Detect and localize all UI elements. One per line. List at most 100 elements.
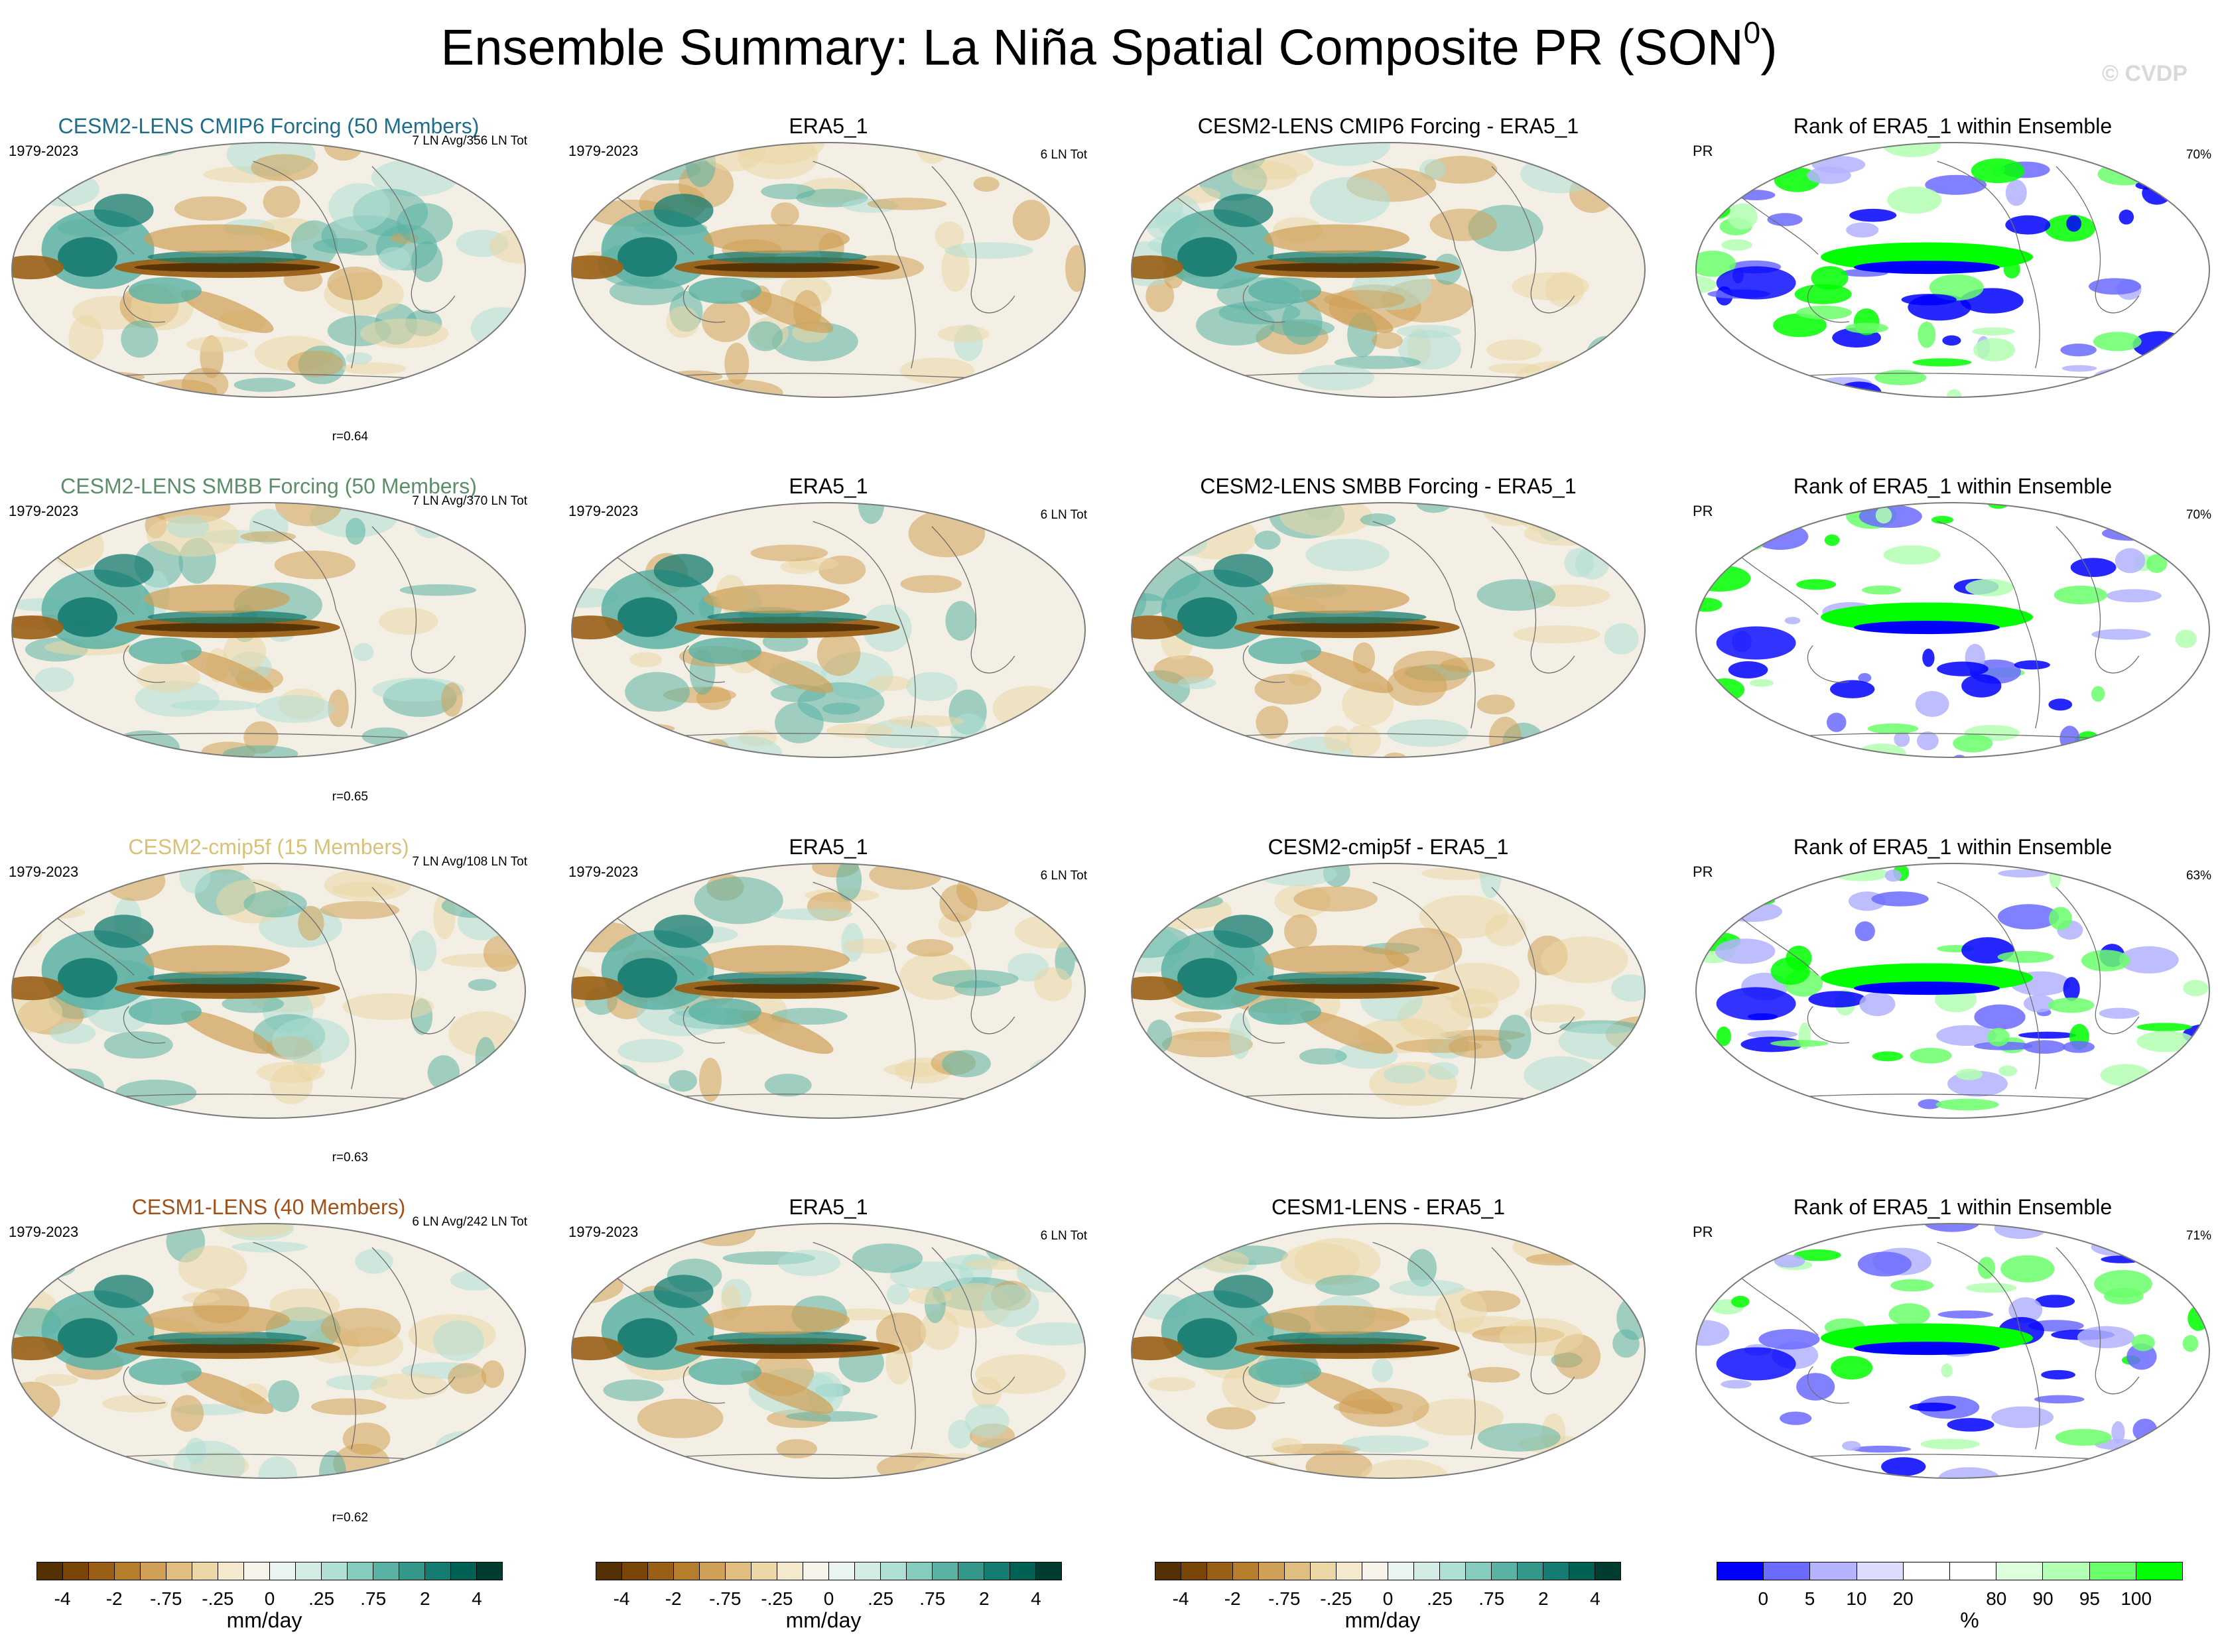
model-panel-title: CESM2-cmip5f (15 Members)	[128, 835, 409, 859]
obs-period-label: 1979-2023	[568, 1224, 639, 1240]
colorbar-swatch	[1466, 1562, 1492, 1580]
colorbar-swatch	[141, 1562, 166, 1580]
colorbar-swatch	[984, 1562, 1010, 1580]
rank-panel-title: Rank of ERA5_1 within Ensemble	[1793, 835, 2113, 859]
colorbar-swatch	[1207, 1562, 1233, 1580]
colorbar-swatch	[700, 1562, 726, 1580]
colorbar-swatch	[451, 1562, 477, 1580]
colorbar-tick-label: .75	[919, 1588, 946, 1609]
colorbar-swatch	[1337, 1562, 1362, 1580]
obs-period-label: 1979-2023	[568, 863, 639, 880]
colorbar-swatch	[674, 1562, 700, 1580]
colorbar-swatch	[348, 1562, 373, 1580]
obs-info-label: 6 LN Tot	[1040, 508, 1087, 522]
pattern-correlation-label: r=0.62	[332, 1511, 368, 1525]
colorbar-swatch	[399, 1562, 425, 1580]
rank-var-label: PR	[1693, 1224, 1713, 1240]
colorbar-swatch	[1233, 1562, 1259, 1580]
rank-pct-label: 70%	[2185, 148, 2211, 162]
obs-panel-title: ERA5_1	[789, 1195, 868, 1219]
colorbar-tick-label: 2	[1538, 1588, 1549, 1609]
obs-info-label: 6 LN Tot	[1040, 148, 1087, 162]
obs-period-label: 1979-2023	[568, 143, 639, 159]
colorbar-tick-label: 2	[420, 1588, 430, 1609]
model-period-label: 1979-2023	[9, 863, 79, 880]
colorbar-pr	[1155, 1562, 1621, 1580]
colorbar-tick-label: -4	[54, 1588, 71, 1609]
colorbar-pr	[596, 1562, 1062, 1580]
cvdp-watermark: © CVDP	[2102, 61, 2187, 86]
model-panel-title: CESM1-LENS (40 Members)	[131, 1195, 406, 1219]
diff-map	[1131, 142, 1646, 398]
model-info-label: 7 LN Avg/108 LN Tot	[412, 855, 527, 869]
colorbar-swatch	[1857, 1562, 1904, 1580]
obs-panel-title: ERA5_1	[789, 474, 868, 498]
colorbar-tick-label: -.75	[709, 1588, 742, 1609]
colorbar-swatch	[596, 1562, 622, 1580]
obs-map	[571, 502, 1086, 758]
colorbar-swatch	[1440, 1562, 1466, 1580]
colorbar-swatch	[777, 1562, 803, 1580]
model-period-label: 1979-2023	[9, 1224, 79, 1240]
rank-map	[1695, 1223, 2210, 1479]
rank-pct-label: 71%	[2185, 1229, 2211, 1243]
colorbar-swatch	[1903, 1562, 1951, 1580]
rank-pct-label: 70%	[2185, 508, 2211, 522]
colorbar-swatch	[751, 1562, 777, 1580]
obs-panel-title: ERA5_1	[789, 835, 868, 859]
diff-map	[1131, 502, 1646, 758]
colorbar-units-label: %	[1960, 1608, 1979, 1632]
model-info-label: 7 LN Avg/356 LN Tot	[412, 134, 527, 148]
colorbar-swatch	[1996, 1562, 2044, 1580]
rank-map	[1695, 142, 2210, 398]
model-panel-title: CESM2-LENS SMBB Forcing (50 Members)	[60, 474, 477, 498]
rank-panel-title: Rank of ERA5_1 within Ensemble	[1793, 474, 2113, 498]
colorbar-swatch	[1492, 1562, 1518, 1580]
colorbar-swatch	[2136, 1562, 2183, 1580]
colorbar-swatch	[1285, 1562, 1311, 1580]
colorbar-swatch	[907, 1562, 933, 1580]
colorbar-swatch	[1259, 1562, 1285, 1580]
model-info-label: 7 LN Avg/370 LN Tot	[412, 494, 527, 508]
colorbar-swatch	[477, 1562, 502, 1580]
colorbar-units-label: mm/day	[785, 1608, 862, 1632]
colorbar-tick-label: .75	[1478, 1588, 1505, 1609]
colorbar-swatch	[1518, 1562, 1543, 1580]
colorbar-swatch	[1155, 1562, 1181, 1580]
colorbar-swatch	[1595, 1562, 1620, 1580]
obs-map	[571, 1223, 1086, 1479]
obs-info-label: 6 LN Tot	[1040, 869, 1087, 883]
colorbar-tick-label: .25	[308, 1588, 335, 1609]
colorbar-swatch	[881, 1562, 907, 1580]
diff-panel-title: CESM2-cmip5f - ERA5_1	[1268, 835, 1509, 859]
figure-title: Ensemble Summary: La Niña Spatial Compos…	[440, 15, 1778, 76]
rank-panel-title: Rank of ERA5_1 within Ensemble	[1793, 114, 2113, 138]
colorbar-swatch	[115, 1562, 141, 1580]
colorbar-pr	[36, 1562, 503, 1580]
colorbar-swatch	[1311, 1562, 1337, 1580]
colorbar-swatch	[1764, 1562, 1811, 1580]
colorbar-tick-label: 4	[1031, 1588, 1041, 1609]
obs-info-label: 6 LN Tot	[1040, 1229, 1087, 1243]
colorbar-swatch	[1950, 1562, 1997, 1580]
colorbar-tick-label: 0	[264, 1588, 275, 1609]
diff-map	[1131, 1223, 1646, 1479]
obs-panel-title: ERA5_1	[789, 114, 868, 138]
model-map	[11, 1223, 526, 1479]
colorbar-swatch	[1010, 1562, 1036, 1580]
model-panel-title: CESM2-LENS CMIP6 Forcing (50 Members)	[58, 114, 480, 138]
colorbar-tick-label: 20	[1892, 1588, 1914, 1609]
colorbar-swatch	[37, 1562, 63, 1580]
rank-var-label: PR	[1693, 503, 1713, 519]
colorbar-swatch	[2089, 1562, 2136, 1580]
colorbar-swatch	[296, 1562, 322, 1580]
colorbar-swatch	[270, 1562, 296, 1580]
colorbar-tick-label: 100	[2120, 1588, 2152, 1609]
colorbar-tick-label: -4	[613, 1588, 630, 1609]
colorbar-swatch	[1362, 1562, 1388, 1580]
colorbar-tick-label: -4	[1172, 1588, 1189, 1609]
colorbar-swatch	[2043, 1562, 2090, 1580]
colorbar-swatch	[1810, 1562, 1857, 1580]
colorbar-tick-label: 2	[979, 1588, 990, 1609]
colorbar-swatch	[89, 1562, 115, 1580]
